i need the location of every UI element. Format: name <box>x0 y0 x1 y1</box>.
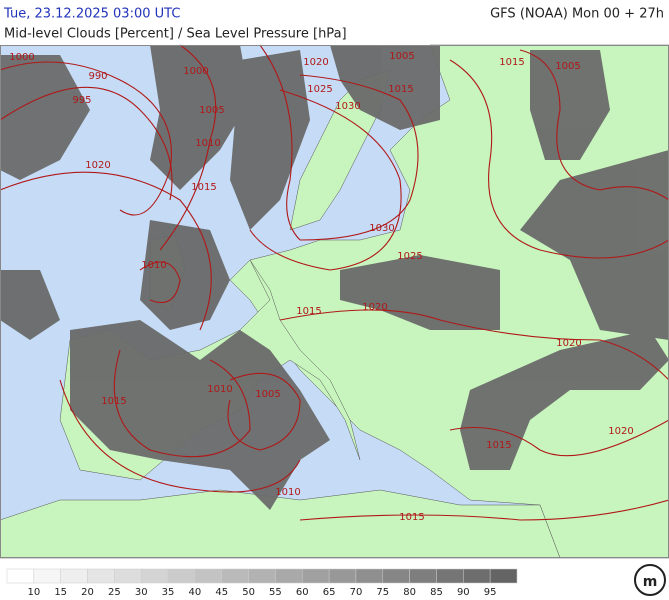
isobar-label: 1020 <box>556 338 581 349</box>
legend-tick-label: 10 <box>27 587 40 598</box>
legend-tick-label: 70 <box>350 587 363 598</box>
isobar-label: 1010 <box>275 487 300 498</box>
legend-swatch <box>355 568 384 584</box>
legend-swatch <box>436 568 464 584</box>
isobar-label: 1005 <box>555 61 580 72</box>
isobar-label: 1025 <box>397 251 422 262</box>
legend-swatch <box>463 568 491 584</box>
legend-tick-label: 30 <box>135 587 148 598</box>
legend-tick-label: 80 <box>403 587 416 598</box>
isobar-label: 1010 <box>207 384 232 395</box>
legend-swatch <box>328 568 357 584</box>
isobar-label: 1015 <box>191 182 216 193</box>
legend-tick-label: 95 <box>484 587 497 598</box>
legend-swatch <box>489 568 518 584</box>
legend-tick-label: 45 <box>215 587 228 598</box>
legend-tick-label: 15 <box>54 587 67 598</box>
legend-tick-label: 25 <box>108 587 121 598</box>
isobar-label: 1015 <box>486 440 511 451</box>
isobar-label: 1005 <box>199 105 224 116</box>
legend-swatch <box>409 568 437 584</box>
isobar-label: 1010 <box>141 260 166 271</box>
legend-tick-label: 55 <box>269 587 282 598</box>
isobar-label: 1015 <box>499 57 524 68</box>
isobar-label: 1015 <box>399 512 424 523</box>
legend-swatch <box>167 568 196 584</box>
isobar-label: 1020 <box>362 302 387 313</box>
isobar-label: 1025 <box>307 84 332 95</box>
isobar-label: 1030 <box>335 101 360 112</box>
legend-tick-label: 35 <box>162 587 175 598</box>
legend-tick-label: 85 <box>430 587 443 598</box>
isobar-label: 1010 <box>195 138 220 149</box>
legend-tick-label: 75 <box>376 587 389 598</box>
model-run: GFS (NOAA) Mon 00 + 27h <box>490 7 664 22</box>
isobar-label: 1015 <box>296 306 321 317</box>
legend-swatch <box>302 568 330 584</box>
legend-swatch <box>194 568 222 584</box>
legend-swatch <box>114 568 142 584</box>
legend-tick-label: 60 <box>296 587 309 598</box>
isobars <box>0 44 669 521</box>
isobar-label: 1005 <box>389 51 414 62</box>
legend-swatch <box>275 568 303 584</box>
legend-tick-label: 65 <box>323 587 336 598</box>
isobar-label: 1015 <box>388 84 413 95</box>
svg-text:m: m <box>643 574 658 590</box>
legend-swatch <box>87 568 115 584</box>
isobar-label: 995 <box>72 95 91 106</box>
subtitle: Mid-level Clouds [Percent] / Sea Level P… <box>4 27 347 42</box>
isobar-label: 1020 <box>608 426 633 437</box>
isobar-label: 1000 <box>9 52 34 63</box>
legend-swatch <box>33 568 61 584</box>
legend-swatch <box>221 568 249 584</box>
isobar-label: 990 <box>88 71 107 82</box>
legend-swatch <box>140 568 169 584</box>
legend-swatch <box>60 568 88 584</box>
isobar-label: 1030 <box>369 223 394 234</box>
legend-tick-label: 20 <box>81 587 94 598</box>
isobar-label: 1020 <box>85 160 110 171</box>
legend-tick-label: 90 <box>457 587 470 598</box>
logo: m <box>634 564 666 596</box>
valid-time: Tue, 23.12.2025 03:00 UTC <box>3 7 180 22</box>
legend-tick-label: 40 <box>189 587 202 598</box>
clouds <box>0 45 669 510</box>
legend-swatch <box>248 568 276 584</box>
map <box>0 44 669 559</box>
isobar-label: 1020 <box>303 57 328 68</box>
legend-tick-label: 50 <box>242 587 255 598</box>
isobar-label: 1005 <box>255 389 280 400</box>
legend-swatch <box>382 568 410 584</box>
isobar-label: 1015 <box>101 396 126 407</box>
isobar-label: 1000 <box>183 66 208 77</box>
legend-swatch <box>6 568 35 584</box>
